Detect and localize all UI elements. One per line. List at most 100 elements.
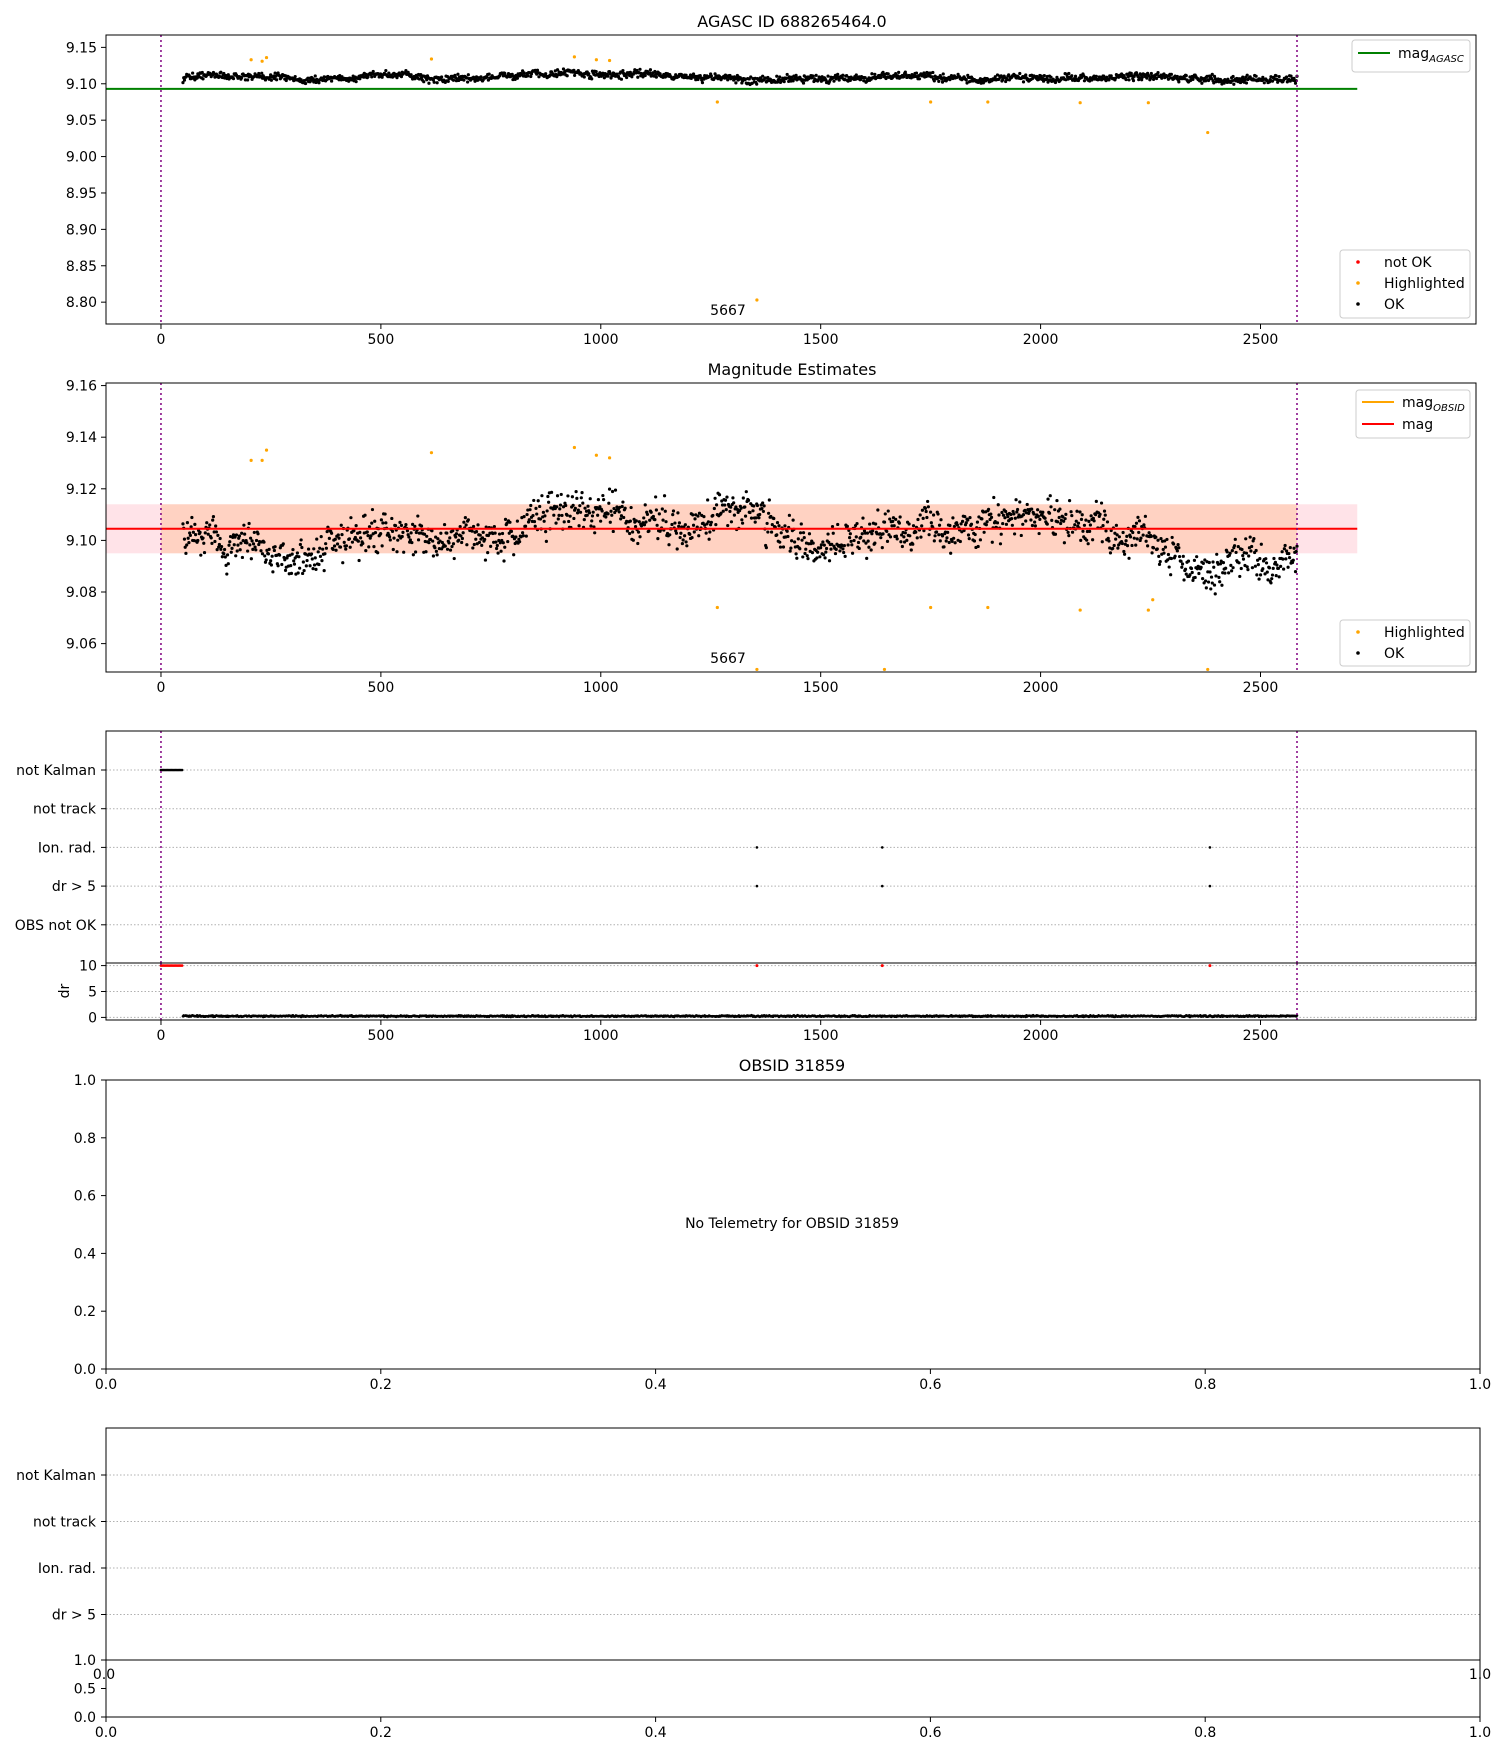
point-ok	[1042, 74, 1046, 78]
reference-lines	[106, 35, 1358, 324]
point-ok	[758, 512, 762, 517]
point-ok	[1270, 577, 1274, 581]
point-ok	[1262, 81, 1266, 85]
point-ok	[181, 522, 185, 526]
point-ok	[562, 520, 566, 524]
point-ok	[431, 554, 436, 558]
point-ok	[656, 537, 660, 541]
point-ok	[1163, 545, 1168, 549]
point-ok	[556, 517, 560, 521]
category-label: Ion. rad.	[38, 1561, 96, 1577]
point-ok	[726, 78, 730, 82]
y-tick-label: 8.85	[66, 259, 97, 275]
point-ok	[306, 547, 311, 551]
point-ok	[1088, 523, 1092, 527]
point-ok	[499, 549, 503, 553]
point-ok	[200, 70, 204, 75]
point-ok	[897, 70, 901, 74]
point-ok	[648, 518, 652, 522]
point-ok	[451, 78, 456, 82]
point-ok	[821, 540, 825, 544]
point-ok	[219, 547, 223, 551]
point-ok	[435, 553, 439, 557]
point-ok	[514, 535, 518, 539]
point-ok	[999, 74, 1003, 78]
x-tick-label: 1.0	[1469, 1725, 1491, 1741]
point-ok	[964, 78, 968, 82]
point-ok	[863, 76, 867, 80]
point-ok	[422, 80, 426, 84]
y-tick-label: 9.14	[66, 430, 97, 446]
point-ok	[538, 504, 542, 509]
point-ok	[536, 499, 540, 503]
point-ok	[354, 524, 358, 528]
point-ok	[555, 68, 560, 72]
annotation-label: 5667	[710, 303, 746, 319]
point-highlighted	[755, 298, 759, 302]
point-ok	[849, 539, 853, 543]
point-ok	[535, 512, 539, 516]
point-ok	[1099, 501, 1104, 505]
point-ok	[214, 530, 219, 534]
point-ok	[384, 68, 388, 73]
point-ok	[930, 75, 934, 79]
point-ok	[384, 521, 388, 525]
point-ok	[668, 533, 672, 537]
point-ok	[717, 493, 722, 497]
point-ok	[902, 535, 906, 539]
point-ok	[744, 490, 748, 494]
x-tick-label: 0	[157, 680, 166, 696]
point-ok	[1286, 565, 1290, 569]
point-ok	[898, 515, 902, 519]
point-ok	[995, 521, 1000, 525]
point-ok	[446, 79, 450, 83]
point-ok	[411, 553, 415, 557]
point-ok	[811, 74, 815, 78]
point-ok	[1107, 539, 1111, 543]
point-ok	[1161, 547, 1165, 552]
point-ok	[914, 71, 919, 75]
point-ok	[914, 530, 918, 534]
point-ok	[775, 520, 780, 525]
x-tick-label: 2500	[1243, 680, 1279, 696]
x-tick-label: 0.6	[919, 1725, 941, 1741]
point-ok	[254, 548, 258, 552]
point-ok	[604, 515, 608, 519]
point-ok	[216, 533, 220, 537]
point-ok	[181, 80, 185, 85]
x-tick-label: 0.6	[919, 1377, 941, 1393]
point-ok	[208, 523, 212, 527]
panel-title: AGASC ID 688265464.0	[697, 12, 886, 31]
point-ok	[1036, 508, 1040, 512]
point-ok	[866, 539, 870, 543]
point-ok	[996, 503, 1000, 507]
point-ok	[619, 77, 624, 81]
point-highlighted	[1078, 608, 1082, 612]
point-highlighted	[249, 458, 253, 463]
point-ok	[1239, 566, 1243, 571]
point-ok	[1029, 518, 1033, 522]
y-tick-label: 9.10	[66, 533, 97, 549]
point-highlighted	[1146, 608, 1150, 612]
point-ok	[748, 510, 752, 515]
legend-marker-highlighted	[1356, 281, 1360, 285]
point-ok	[497, 532, 502, 536]
point-ok	[751, 509, 755, 513]
point-ok	[940, 80, 945, 84]
point-ok	[325, 529, 329, 534]
point-ok	[388, 538, 392, 542]
point-ok	[486, 551, 490, 555]
point-ok	[610, 489, 615, 494]
point-ok	[749, 75, 753, 79]
flag-point	[880, 884, 884, 888]
point-ok	[691, 523, 696, 527]
point-ok	[900, 544, 904, 549]
category-label: dr > 5	[52, 1608, 96, 1624]
point-ok	[409, 531, 413, 535]
point-ok	[246, 78, 250, 82]
point-ok	[1229, 569, 1234, 573]
point-ok	[1078, 510, 1082, 514]
point-ok	[700, 81, 705, 85]
point-ok	[1206, 580, 1211, 584]
